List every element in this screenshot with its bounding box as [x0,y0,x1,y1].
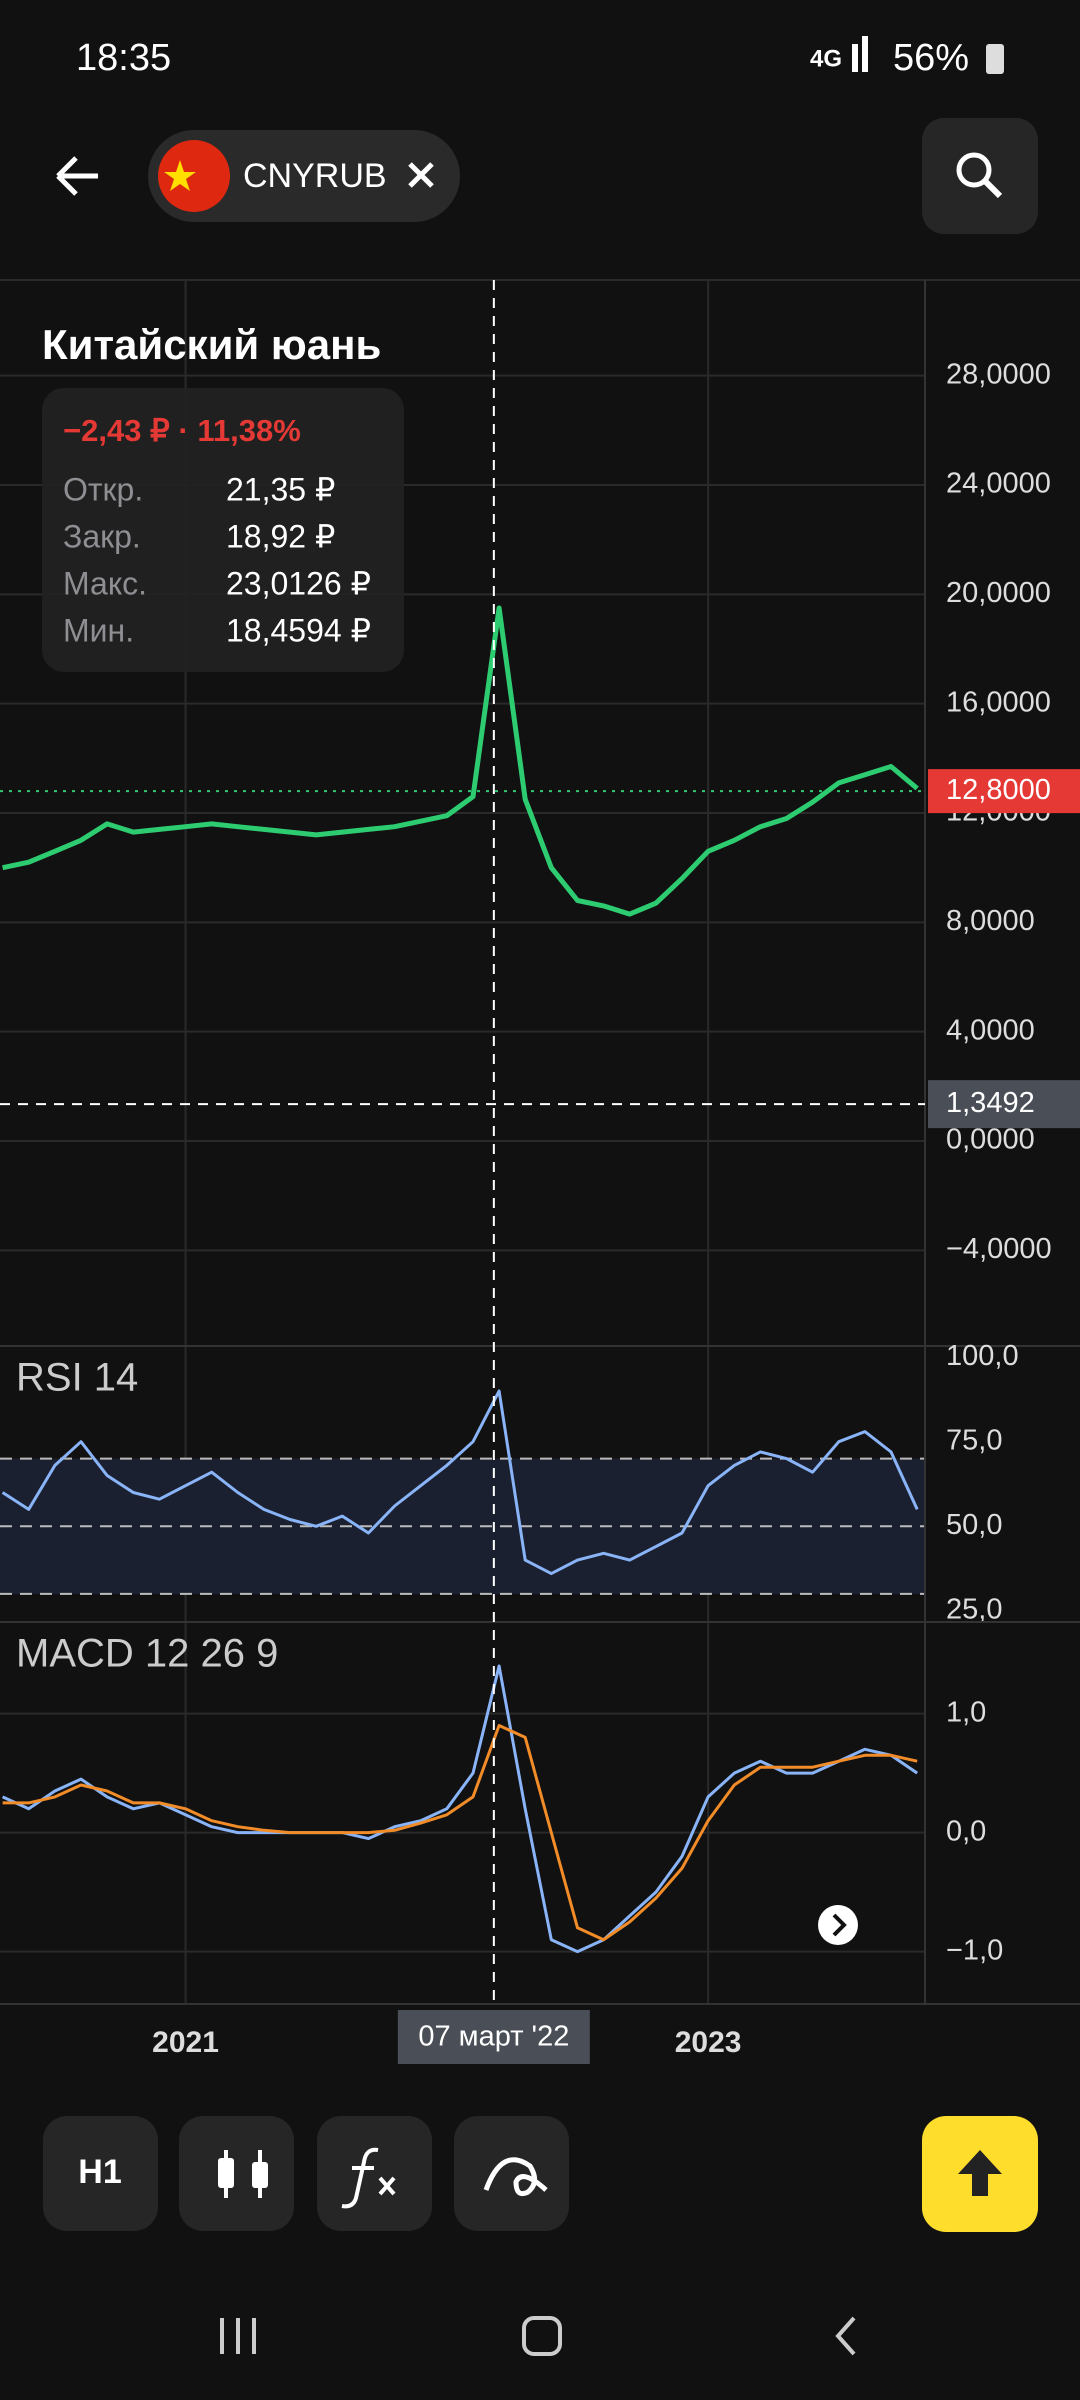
info-value: 18,4594 ₽ [226,612,371,648]
y-tick-label: 25,0 [946,1593,1002,1625]
back-button[interactable] [56,156,98,196]
crosshair-x-tag [397,2010,590,2064]
y-tick-label: 1,0 [946,1696,986,1728]
last-price-tag [928,769,1080,814]
pane-title: RSI 14 [16,1356,138,1400]
flag-star [164,160,196,191]
y-tick-label: 28,0000 [946,358,1051,390]
last-price-label: 12,8000 [946,774,1051,806]
status-network: 4G [810,45,842,72]
info-label: Мин. [63,612,134,648]
instrument-title: Китайский юань [42,321,381,368]
interval-button[interactable] [43,2116,158,2231]
info-box [42,388,404,672]
price-change: −2,43 ₽ · 11,38% [63,413,301,448]
nav-back[interactable] [835,2316,856,2356]
crosshair-y-label: 1,3492 [946,1087,1035,1119]
y-tick-label: −4,0000 [946,1233,1052,1265]
y-tick-label: 4,0000 [946,1014,1035,1046]
drawing-icon [483,2157,548,2197]
crosshair-y-tag [928,1080,1080,1129]
y-tick-label: 8,0000 [946,905,1035,937]
y-tick-label: 0,0 [946,1815,986,1847]
scroll-button[interactable] [818,1905,858,1945]
info-label: Макс. [63,565,147,601]
status-time: 18:35 [76,37,171,79]
x-tick-label: 2021 [152,2026,219,2059]
info-value: 23,0126 ₽ [226,565,371,601]
drawing-button[interactable] [454,2116,569,2231]
y-tick-label: 20,0000 [946,577,1051,609]
chart-type-button[interactable] [179,2116,294,2231]
y-tick-label: 16,0000 [946,686,1051,718]
y-tick-label: 0,0000 [946,1124,1035,1156]
nav-home[interactable] [522,2316,562,2356]
candle-icon [252,2162,268,2188]
line-series [2,1724,918,1942]
crosshair-x-label: 07 март '22 [418,2021,569,2053]
info-label: Откр. [63,471,143,507]
trade-icon [958,2150,1002,2196]
x-tick-label: 2023 [675,2026,742,2059]
status-battery: 56% [893,37,969,79]
battery-icon [986,44,1004,74]
y-tick-label: 24,0000 [946,468,1051,500]
signal-icon [852,44,858,72]
y-tick-label: −1,0 [946,1934,1003,1966]
close-chip[interactable] [408,162,434,188]
y-tick-label: 75,0 [946,1424,1002,1456]
info-label: Закр. [63,518,141,554]
info-value: 18,92 ₽ [226,518,335,554]
search-icon [982,178,1003,199]
nav-recent[interactable] [220,2318,256,2354]
indicators-button[interactable] [317,2116,432,2231]
line-series [2,605,919,917]
info-rows: Откр. 21,35 ₽ Закр. 18,92 ₽ Макс. 23,0126 ₽ Ми… [63,471,371,648]
candle-icon [218,2158,234,2188]
signal-icon [862,36,868,72]
charts: 28,000024,000020,000016,000012,00008,000… [0,280,1080,2064]
y-tick-label: 50,0 [946,1509,1002,1541]
symbol-chip[interactable] [148,130,460,222]
scroll-icon [832,1913,847,1937]
interval: H1 [78,2153,121,2191]
info-value: 21,35 ₽ [226,471,335,507]
indicators-icon [341,2147,396,2209]
search-icon [956,152,992,188]
pane-title: MACD 12 26 9 [16,1632,278,1676]
search-button[interactable] [922,118,1038,234]
flag-icon [158,140,230,212]
symbol: CNYRUB [243,157,387,195]
line-series [1,1389,919,1576]
y-tick-label: 100,0 [946,1340,1019,1372]
